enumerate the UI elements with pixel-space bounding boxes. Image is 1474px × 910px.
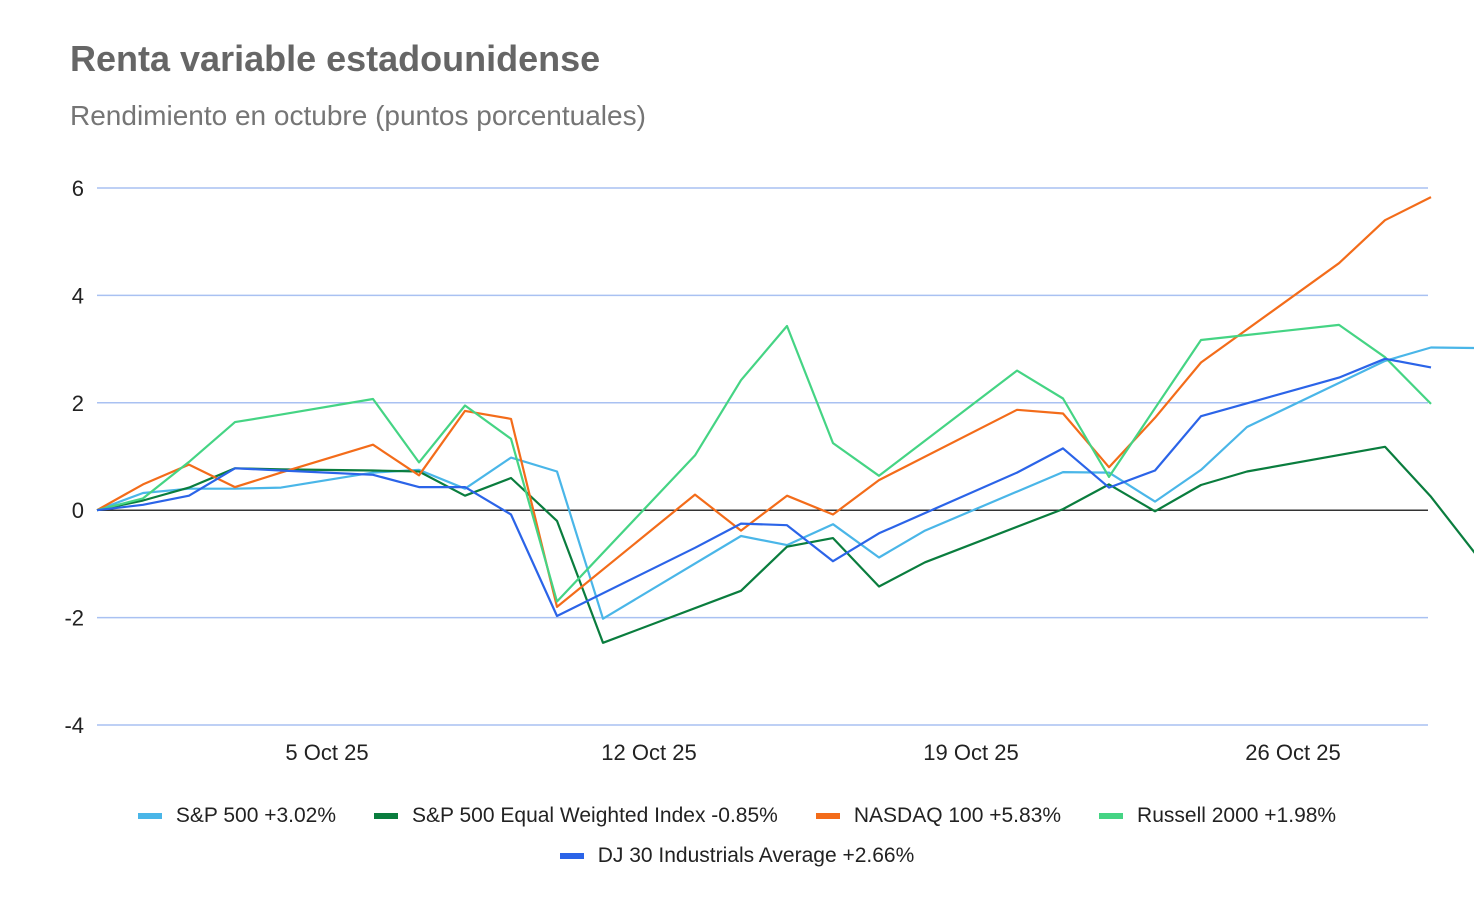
y-tick-label: 6 (72, 176, 84, 201)
y-tick-label: -4 (64, 713, 84, 738)
legend-item-nasdaq100[interactable]: NASDAQ 100 +5.83% (815, 804, 1062, 828)
y-tick-label: 0 (72, 498, 84, 523)
y-tick-label: 4 (72, 283, 84, 308)
chart-title: Renta variable estadounidense (70, 38, 601, 79)
series-layer (96, 196, 1474, 644)
legend-label-russell2000: Russell 2000 +1.98% (1137, 804, 1337, 827)
legend-row-2: DJ 30 Industrials Average +2.66% (0, 836, 1474, 876)
legend-label-nasdaq100: NASDAQ 100 +5.83% (853, 804, 1062, 827)
y-tick-label: -2 (64, 606, 84, 631)
legend-item-sp500-equal-weighted[interactable]: S&P 500 Equal Weighted Index -0.85% (374, 804, 778, 828)
line-chart: 6 4 2 0 -2 -4 5 Oct 25 12 Oct 25 19 Oct 25 26 Oc… (64, 176, 1474, 765)
series-line-2 (96, 196, 1432, 609)
x-tick-label: 19 Oct 25 (923, 740, 1018, 765)
chart-subtitle: Rendimiento en octubre (puntos porcentua… (70, 100, 646, 131)
legend-row-1: S&P 500 +3.02% S&P 500 Equal Weighted In… (0, 796, 1474, 836)
legend-swatch-sp500-equal-weighted (374, 813, 399, 819)
legend-label-sp500: S&P 500 +3.02% (175, 804, 337, 827)
x-axis-ticks: 5 Oct 25 12 Oct 25 19 Oct 25 26 Oct 25 (285, 740, 1340, 765)
legend-label-dj30: DJ 30 Industrials Average +2.66% (597, 844, 915, 867)
series-line-4 (96, 357, 1432, 618)
legend-item-russell2000[interactable]: Russell 2000 +1.98% (1099, 804, 1336, 828)
x-tick-label: 5 Oct 25 (285, 740, 368, 765)
legend: S&P 500 +3.02% S&P 500 Equal Weighted In… (0, 796, 1474, 876)
x-tick-label: 12 Oct 25 (601, 740, 696, 765)
legend-swatch-nasdaq100 (815, 813, 840, 819)
series-line-3 (96, 323, 1432, 603)
legend-label-sp500-equal-weighted: S&P 500 Equal Weighted Index -0.85% (412, 804, 778, 827)
y-tick-label: 2 (72, 391, 84, 416)
legend-swatch-sp500 (137, 813, 162, 819)
legend-swatch-russell2000 (1099, 813, 1124, 819)
y-axis-ticks: 6 4 2 0 -2 -4 (64, 176, 84, 738)
legend-item-sp500[interactable]: S&P 500 +3.02% (137, 804, 337, 828)
legend-swatch-dj30 (559, 853, 584, 859)
legend-item-dj30[interactable]: DJ 30 Industrials Average +2.66% (559, 844, 915, 868)
grid-layer (97, 187, 1428, 726)
x-tick-label: 26 Oct 25 (1245, 740, 1340, 765)
series-line-0 (96, 346, 1474, 620)
